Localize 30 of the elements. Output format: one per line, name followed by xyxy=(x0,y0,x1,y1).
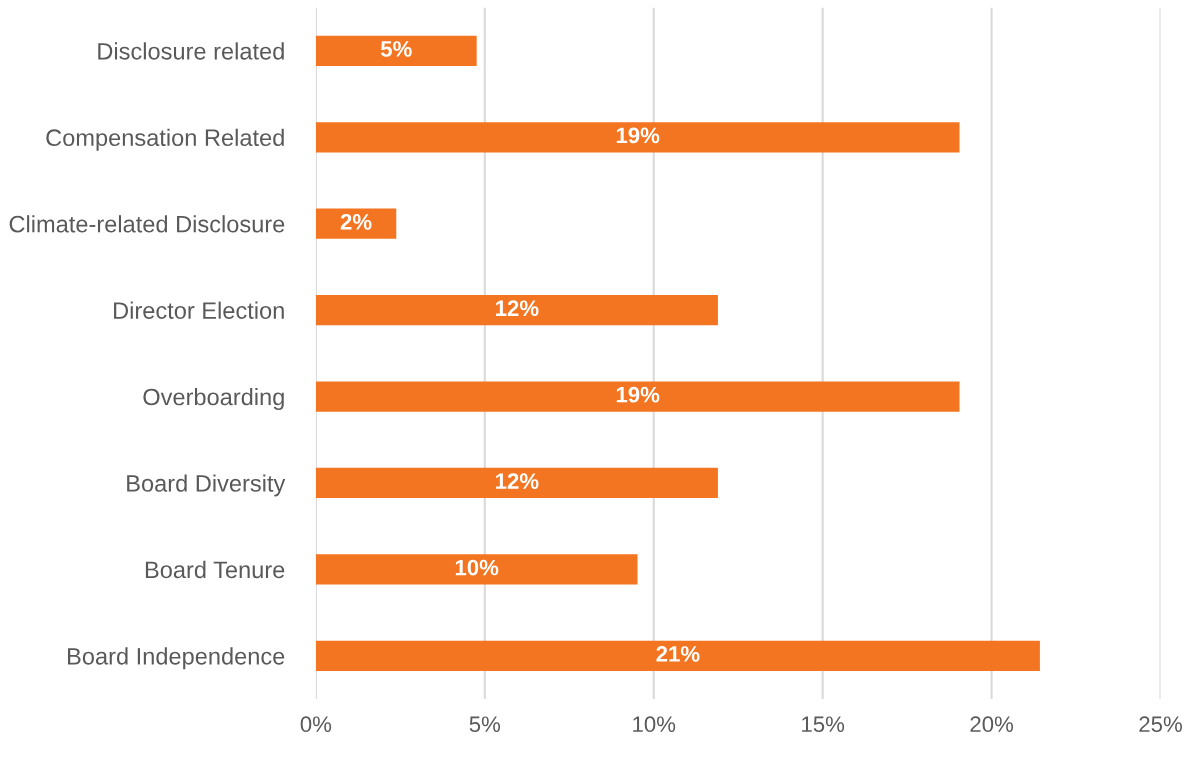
y-tick-label: Board Diversity xyxy=(127,474,286,497)
data-label: 19% xyxy=(616,386,660,403)
x-tick-label: 20% xyxy=(970,716,1014,733)
y-tick-label: Director Election xyxy=(114,301,284,319)
x-tick-label: 15% xyxy=(802,716,845,733)
bar xyxy=(315,295,718,326)
data-label: 12% xyxy=(496,300,539,317)
bar xyxy=(315,122,960,153)
bar xyxy=(315,640,1040,671)
data-label: 10% xyxy=(455,559,499,576)
y-tick-label: Overboarding xyxy=(143,388,284,411)
x-tick-label: 5% xyxy=(469,716,501,733)
bar xyxy=(315,381,960,412)
x-tick-label: 0% xyxy=(300,716,332,733)
y-tick-label: Board Tenure xyxy=(145,560,285,579)
y-tick-label: Climate-related Disclosure xyxy=(9,215,285,233)
bar xyxy=(315,35,477,66)
bar xyxy=(315,554,638,585)
data-label: 2% xyxy=(340,213,372,230)
data-label: 19% xyxy=(616,127,660,144)
y-tick-label: Disclosure related xyxy=(98,42,284,60)
x-tick-label: 10% xyxy=(633,716,676,733)
bar xyxy=(315,467,718,499)
data-label: 12% xyxy=(496,473,539,489)
data-label: 21% xyxy=(656,646,700,662)
y-tick-label: Compensation Related xyxy=(46,128,284,151)
bar xyxy=(315,208,397,239)
x-tick-label: 25% xyxy=(1139,716,1182,733)
data-label: 5% xyxy=(380,41,412,57)
y-tick-label: Board Independence xyxy=(68,647,285,670)
